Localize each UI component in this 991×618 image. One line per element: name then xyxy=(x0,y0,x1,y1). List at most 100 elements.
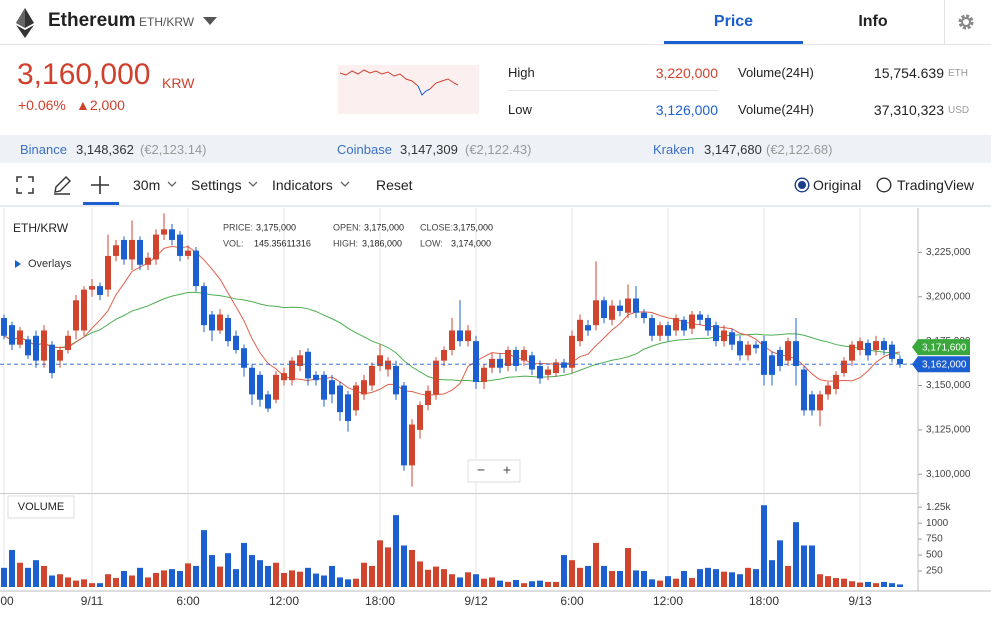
candle-body xyxy=(665,325,671,336)
candle-body xyxy=(233,335,239,350)
tooltip-value: 3,186,000 xyxy=(362,238,402,248)
x-tick-label: 6:00 xyxy=(176,594,200,608)
change-pct: +0.06% xyxy=(18,97,66,113)
volume-bar xyxy=(825,576,831,587)
volume-bar xyxy=(329,565,335,587)
x-tick-label: 6:00 xyxy=(560,594,584,608)
settings[interactable]: Settings xyxy=(191,177,242,193)
settings-gear[interactable] xyxy=(957,13,975,31)
y-tick-label: 3,225,000 xyxy=(926,247,971,258)
candle-body xyxy=(169,229,175,240)
tool-underline xyxy=(83,202,119,205)
candle-body xyxy=(585,325,591,331)
candle-body xyxy=(633,298,639,313)
overlays-toggle[interactable] xyxy=(15,260,21,268)
volume-bar xyxy=(209,555,215,587)
candle-body xyxy=(177,234,183,256)
candle-body xyxy=(897,358,903,365)
candle-body xyxy=(729,332,735,345)
candle-body xyxy=(401,385,407,466)
volume-bar xyxy=(441,569,447,587)
volume-bar xyxy=(401,545,407,587)
candle-body xyxy=(297,355,303,366)
candle-body xyxy=(361,380,367,395)
candle-body xyxy=(129,239,135,260)
reset[interactable]: Reset xyxy=(376,177,413,193)
indicators[interactable]: Indicators xyxy=(272,177,333,193)
draw-icon[interactable] xyxy=(52,175,72,195)
volume-bar xyxy=(57,574,63,587)
tooltip-value: 145.35611316 xyxy=(254,238,311,248)
volume-bar xyxy=(641,571,647,587)
zoom-in[interactable]: + xyxy=(503,462,511,478)
volume-bar xyxy=(689,578,695,587)
tab[interactable]: Price xyxy=(713,13,754,30)
volume-bar xyxy=(97,583,103,587)
volume-bar xyxy=(625,548,631,587)
radio[interactable] xyxy=(876,177,892,193)
chevron xyxy=(248,181,258,187)
volume-bar xyxy=(313,573,319,587)
volume-bar xyxy=(569,560,575,587)
overlays-label[interactable]: Overlays xyxy=(28,258,72,270)
volume-bar xyxy=(217,566,223,587)
candle-body xyxy=(537,365,543,379)
candle-body xyxy=(41,330,47,361)
divider xyxy=(508,90,718,91)
fullscreen-icon[interactable] xyxy=(16,176,34,194)
tooltip-label: LOW: xyxy=(420,238,443,248)
candle-body xyxy=(441,350,447,361)
candle-body xyxy=(777,350,783,366)
tab[interactable]: Info xyxy=(858,13,888,30)
volume-bar xyxy=(465,572,471,587)
candle-body xyxy=(601,300,607,319)
candle-body xyxy=(145,257,151,265)
exchange-name[interactable]: Binance xyxy=(20,142,67,157)
stat-label: High xyxy=(508,65,535,80)
volume-bar xyxy=(529,581,535,587)
volume-bar xyxy=(817,574,823,587)
volume-bar xyxy=(297,571,303,587)
view-option[interactable]: Original xyxy=(813,177,862,193)
view-option[interactable]: TradingView xyxy=(897,177,975,193)
volume-tick-label: 750 xyxy=(926,534,943,545)
volume-bar xyxy=(81,579,87,587)
exchange-eur: (€2,123.14) xyxy=(140,142,207,157)
interval[interactable]: 30m xyxy=(133,177,161,193)
dropdown-arrow[interactable] xyxy=(203,17,217,26)
candle-body xyxy=(873,341,879,350)
price-tag-label: 3,171,600 xyxy=(922,342,967,353)
volume-bar xyxy=(553,581,559,587)
candle-body xyxy=(745,344,751,356)
volume-bar xyxy=(609,571,615,587)
volume-bar xyxy=(713,569,719,587)
volume-bar xyxy=(761,505,767,587)
volume-bar xyxy=(745,567,751,587)
zoom-out[interactable]: − xyxy=(477,462,485,478)
candle-body xyxy=(377,355,383,366)
radio-checked[interactable] xyxy=(794,177,810,193)
volume-bar xyxy=(257,560,263,587)
candle-body xyxy=(9,325,15,345)
tab-underline xyxy=(664,41,803,44)
volume-bar xyxy=(873,583,879,587)
candle-body xyxy=(25,339,31,356)
candle-body xyxy=(185,250,191,256)
exchange-name[interactable]: Kraken xyxy=(653,142,695,157)
volume-bar xyxy=(721,571,727,587)
exchange-name[interactable]: Coinbase xyxy=(337,142,392,157)
candle-body xyxy=(137,239,143,265)
candle-body xyxy=(457,330,463,342)
volume-bar xyxy=(409,549,415,587)
volume-bar xyxy=(489,577,495,587)
volume-bar xyxy=(673,578,679,587)
volume-bar xyxy=(1,567,7,587)
crosshair-icon[interactable] xyxy=(90,175,110,195)
candle-body xyxy=(577,319,583,342)
coin-name: Ethereum xyxy=(48,10,136,31)
volume-bar xyxy=(881,581,887,587)
change: ▲2,000 xyxy=(76,97,125,113)
volume-bar xyxy=(681,571,687,587)
volume-bar xyxy=(777,540,783,587)
candle-body xyxy=(313,374,319,381)
